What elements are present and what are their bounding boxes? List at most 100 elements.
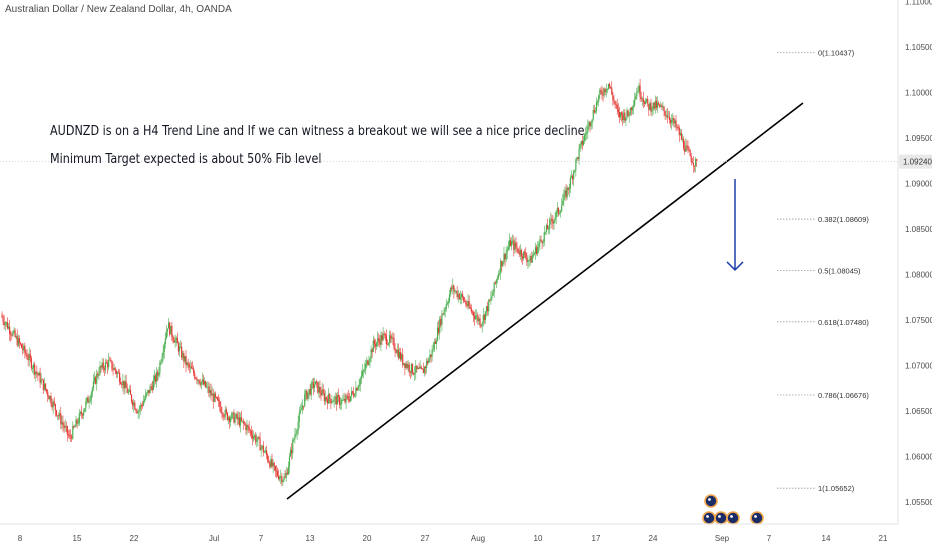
candle-body	[466, 304, 468, 306]
candle-body	[614, 101, 616, 105]
candle-body	[553, 220, 555, 224]
economic-event-icon[interactable]	[714, 511, 728, 525]
candle-body	[683, 138, 685, 149]
candle-body	[237, 417, 239, 420]
candle-body	[483, 314, 485, 320]
candle-body	[34, 364, 36, 375]
candle-body	[269, 462, 271, 468]
candle-body	[272, 462, 274, 467]
candle-body	[81, 414, 84, 416]
candle-body	[96, 373, 98, 384]
candle-body	[124, 381, 126, 389]
candle-body	[507, 247, 509, 250]
candle-body	[301, 405, 304, 410]
economic-event-icon[interactable]	[726, 511, 740, 525]
candle-body	[31, 368, 34, 369]
candle-body	[581, 140, 583, 145]
candle-body	[40, 379, 42, 383]
candle-body	[438, 327, 440, 333]
price-tick-label: 1.08500	[905, 225, 932, 234]
candle-body	[353, 392, 355, 397]
candle-body	[284, 476, 286, 478]
time-tick-label: 15	[73, 534, 82, 543]
candle-body	[659, 104, 661, 107]
candle-body	[55, 410, 58, 416]
price-tick-label: 1.07500	[905, 316, 932, 325]
candle-body	[689, 150, 691, 157]
candle-body	[305, 390, 307, 395]
candle-body	[244, 423, 246, 425]
target-arrow-group[interactable]	[726, 178, 744, 272]
candle-body	[658, 102, 660, 105]
candle-body	[300, 409, 303, 411]
target-arrow-head[interactable]	[726, 261, 744, 272]
candle-body	[26, 354, 28, 359]
candle-body	[632, 105, 635, 108]
candle-body	[184, 356, 186, 362]
candle-body	[315, 381, 317, 385]
candle-body	[480, 325, 482, 327]
candle-body	[130, 394, 133, 402]
candle-body	[280, 476, 282, 478]
candle-body	[160, 362, 162, 364]
candle-body	[196, 378, 198, 381]
fib-level-label: 0.786(1.06676)	[818, 391, 869, 400]
candle-body	[332, 401, 334, 403]
candle-body	[95, 377, 97, 384]
candle-body	[30, 358, 32, 369]
candle-body	[168, 322, 170, 329]
candle-body	[5, 322, 7, 324]
candle-body	[159, 362, 161, 373]
candle-body	[211, 393, 213, 396]
trendline[interactable]	[286, 102, 804, 500]
candle-body	[410, 363, 413, 373]
candle-body	[279, 477, 281, 480]
candle-body	[543, 232, 545, 242]
candle-body	[515, 242, 517, 248]
candle-body	[686, 145, 688, 147]
candle-body	[202, 379, 205, 385]
candle-body	[673, 118, 675, 124]
economic-event-icon[interactable]	[704, 494, 718, 508]
candle-body	[264, 450, 267, 452]
candle-body	[281, 476, 283, 483]
flag-star-icon	[718, 515, 721, 518]
candle-body	[639, 85, 641, 97]
candle-body	[296, 430, 298, 434]
candle-body	[317, 381, 319, 393]
candle-body	[436, 327, 439, 341]
candle-body	[349, 396, 352, 401]
candle-body	[479, 318, 481, 326]
candle-body	[257, 436, 259, 441]
candle-body	[74, 426, 76, 428]
candle-body	[384, 334, 386, 336]
trendline-group[interactable]	[286, 102, 804, 500]
candle-body	[232, 412, 234, 414]
annotation-breakout[interactable]: AUDNZD is on a H4 Trend Line and If we c…	[50, 124, 585, 139]
candle-body	[113, 367, 115, 370]
candle-body	[462, 294, 464, 298]
candle-body	[624, 112, 626, 121]
candle-body	[127, 391, 129, 393]
candle-body	[601, 91, 603, 95]
candle-body	[415, 365, 417, 373]
candle-body	[579, 144, 581, 149]
candle-body	[177, 343, 179, 352]
economic-event-icon[interactable]	[702, 511, 716, 525]
candle-body	[470, 308, 472, 312]
candle-body	[696, 158, 698, 162]
annotation-target[interactable]: Minimum Target expected is about 50% Fib…	[50, 152, 322, 167]
fibonacci-retracement[interactable]: 0(1.10437) 0.382(1.08609) 0.5(1.08045) 0.61…	[777, 49, 869, 493]
candle-body	[108, 359, 110, 368]
candle-body	[289, 449, 292, 457]
candle-body	[263, 451, 266, 453]
candle-body	[520, 249, 522, 257]
economic-event-icon[interactable]	[750, 511, 764, 525]
candle-body	[442, 313, 444, 315]
candle-body	[509, 240, 512, 246]
candle-body	[595, 101, 598, 112]
candle-body	[467, 300, 469, 306]
candle-body	[465, 301, 467, 305]
economic-events[interactable]	[702, 494, 764, 525]
